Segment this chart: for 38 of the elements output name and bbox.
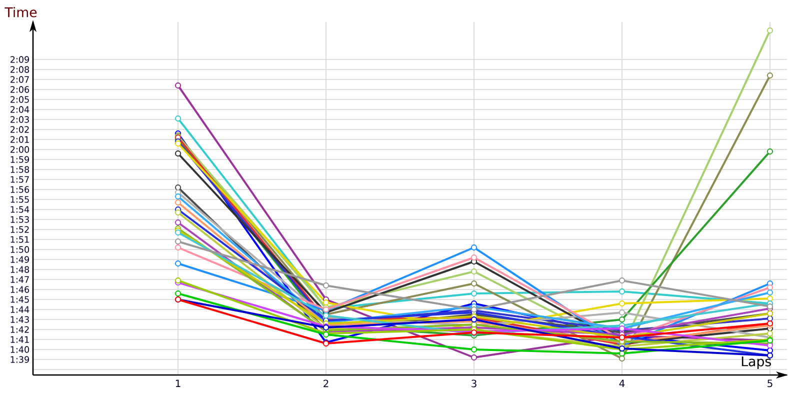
y-tick-label: 1:51 xyxy=(10,236,29,243)
y-tick-label: 1:48 xyxy=(10,266,30,273)
y-tick-label: 1:39 xyxy=(10,356,29,363)
x-tick-label: 4 xyxy=(619,380,625,387)
y-tick-label: 2:09 xyxy=(10,56,29,63)
x-tick-label: 3 xyxy=(472,380,476,388)
y-tick-label: 1:45 xyxy=(10,296,29,303)
y-tick-label: 2:06 xyxy=(10,86,30,93)
y-tick-label: 1:52 xyxy=(10,226,29,233)
y-tick-label: 1:47 xyxy=(10,276,29,283)
y-tick-label: 2:01 xyxy=(10,136,29,143)
y-tick-label: 1:55 xyxy=(10,196,29,203)
y-tick-label: 1:49 xyxy=(10,256,29,263)
y-tick-label: 1:56 xyxy=(10,186,30,193)
y-tick-label: 2:00 xyxy=(10,146,30,153)
y-tick-label: 2:04 xyxy=(10,106,30,113)
y-tick-label: 2:08 xyxy=(10,66,30,73)
y-tick-label: 2:03 xyxy=(10,116,29,123)
y-tick-label: 1:46 xyxy=(10,286,30,293)
x-axis-title: Laps xyxy=(742,356,771,369)
y-tick-label: 1:59 xyxy=(10,156,29,163)
y-tick-label: 1:58 xyxy=(10,166,30,173)
y-tick-label: 2:07 xyxy=(10,76,29,83)
y-tick-label: 2:02 xyxy=(10,126,29,133)
y-tick-label: 1:41 xyxy=(10,336,29,343)
y-tick-label: 2:05 xyxy=(10,96,29,103)
y-axis-title: Time xyxy=(4,6,37,18)
y-tick-label: 1:50 xyxy=(10,246,30,253)
y-tick-label: 1:42 xyxy=(10,326,29,333)
y-tick-label: 1:57 xyxy=(10,176,29,183)
x-tick-label: 2 xyxy=(324,380,328,388)
x-tick-label: 1 xyxy=(176,380,180,387)
y-tick-label: 1:54 xyxy=(10,206,30,213)
y-tick-label: 1:44 xyxy=(10,306,30,313)
y-tick-label: 1:40 xyxy=(10,346,30,353)
y-tick-label: 1:53 xyxy=(10,216,29,223)
y-tick-label: 1:43 xyxy=(10,316,29,323)
x-tick-label: 5 xyxy=(768,380,772,388)
